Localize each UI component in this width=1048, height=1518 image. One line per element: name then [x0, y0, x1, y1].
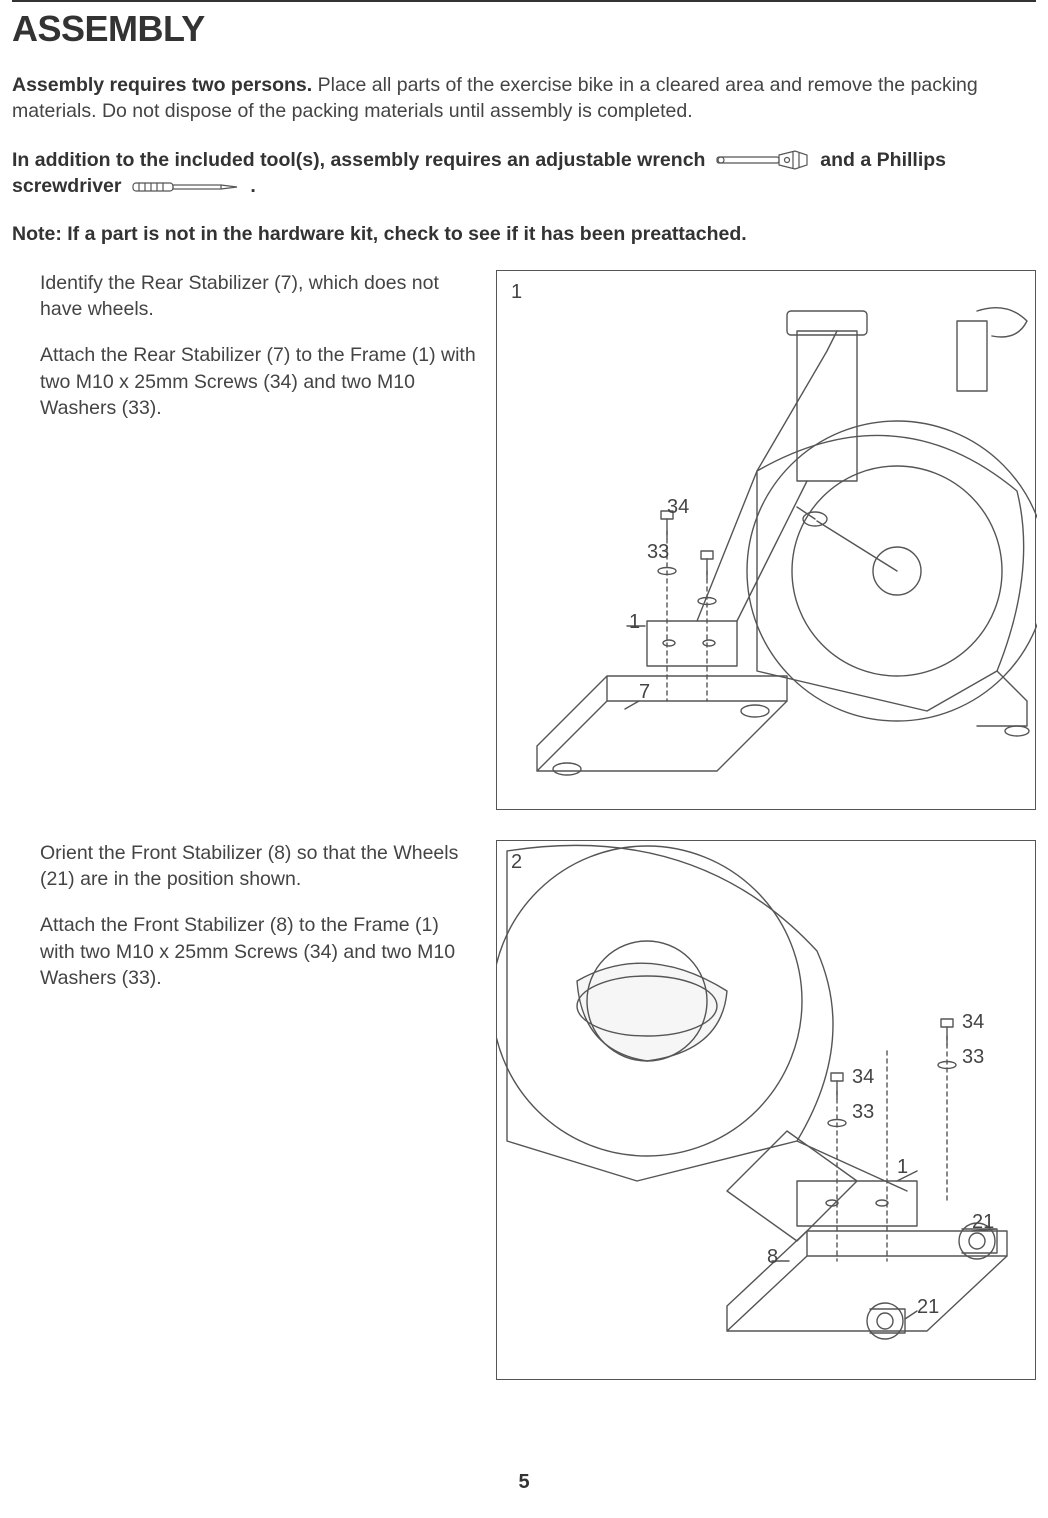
page-title: ASSEMBLY: [12, 8, 1036, 50]
fig2-callout-34a: 34: [962, 1011, 984, 1034]
fig1-callout-34: 34: [667, 496, 689, 519]
intro-paragraph-1: Assembly requires two persons. Place all…: [12, 72, 1036, 125]
fig2-callout-21a: 21: [972, 1211, 994, 1234]
step-1-row: 1.Identify the Rear Stabilizer (7), whic…: [12, 270, 1036, 810]
page-number: 5: [0, 1471, 1048, 1494]
tool-text-1: In addition to the included tool(s), ass…: [12, 149, 711, 171]
figure-1-label: 1: [511, 281, 522, 304]
fig2-callout-33b: 33: [852, 1101, 874, 1124]
step-2-number: 2.: [12, 840, 40, 866]
step-1-para2: Attach the Rear Stabilizer (7) to the Fr…: [12, 342, 478, 421]
fig2-callout-33a: 33: [962, 1046, 984, 1069]
step-1-text: 1.Identify the Rear Stabilizer (7), whic…: [12, 270, 478, 442]
figure-1-drawing: [497, 271, 1037, 811]
intro-lead-bold: Assembly requires two persons.: [12, 74, 312, 96]
step-1-para1: Identify the Rear Stabilizer (7), which …: [40, 272, 439, 320]
figure-1: 1: [496, 270, 1036, 810]
intro-paragraph-tools: In addition to the included tool(s), ass…: [12, 147, 1036, 200]
adjustable-wrench-icon: [715, 149, 811, 171]
tool-text-3: .: [250, 175, 255, 197]
intro-note: Note: If a part is not in the hardware k…: [12, 221, 1036, 247]
step-2-para1: Orient the Front Stabilizer (8) so that …: [40, 842, 458, 890]
fig1-callout-1: 1: [629, 611, 640, 634]
step-1-number: 1.: [12, 270, 40, 296]
fig2-callout-21b: 21: [917, 1296, 939, 1319]
figure-2-label: 2: [511, 851, 522, 874]
fig2-callout-8: 8: [767, 1246, 778, 1269]
step-2-para2: Attach the Front Stabilizer (8) to the F…: [12, 912, 478, 991]
phillips-screwdriver-icon: [131, 179, 241, 195]
fig2-callout-34b: 34: [852, 1066, 874, 1089]
step-2-text: 2.Orient the Front Stabilizer (8) so tha…: [12, 840, 478, 1012]
figure-2-drawing: [497, 841, 1037, 1381]
fig2-callout-1: 1: [897, 1156, 908, 1179]
top-rule: [12, 0, 1036, 2]
fig1-callout-33: 33: [647, 541, 669, 564]
fig1-callout-7: 7: [639, 681, 650, 704]
figure-2: 2: [496, 840, 1036, 1380]
step-2-row: 2.Orient the Front Stabilizer (8) so tha…: [12, 840, 1036, 1380]
intro-block: Assembly requires two persons. Place all…: [12, 72, 1036, 248]
